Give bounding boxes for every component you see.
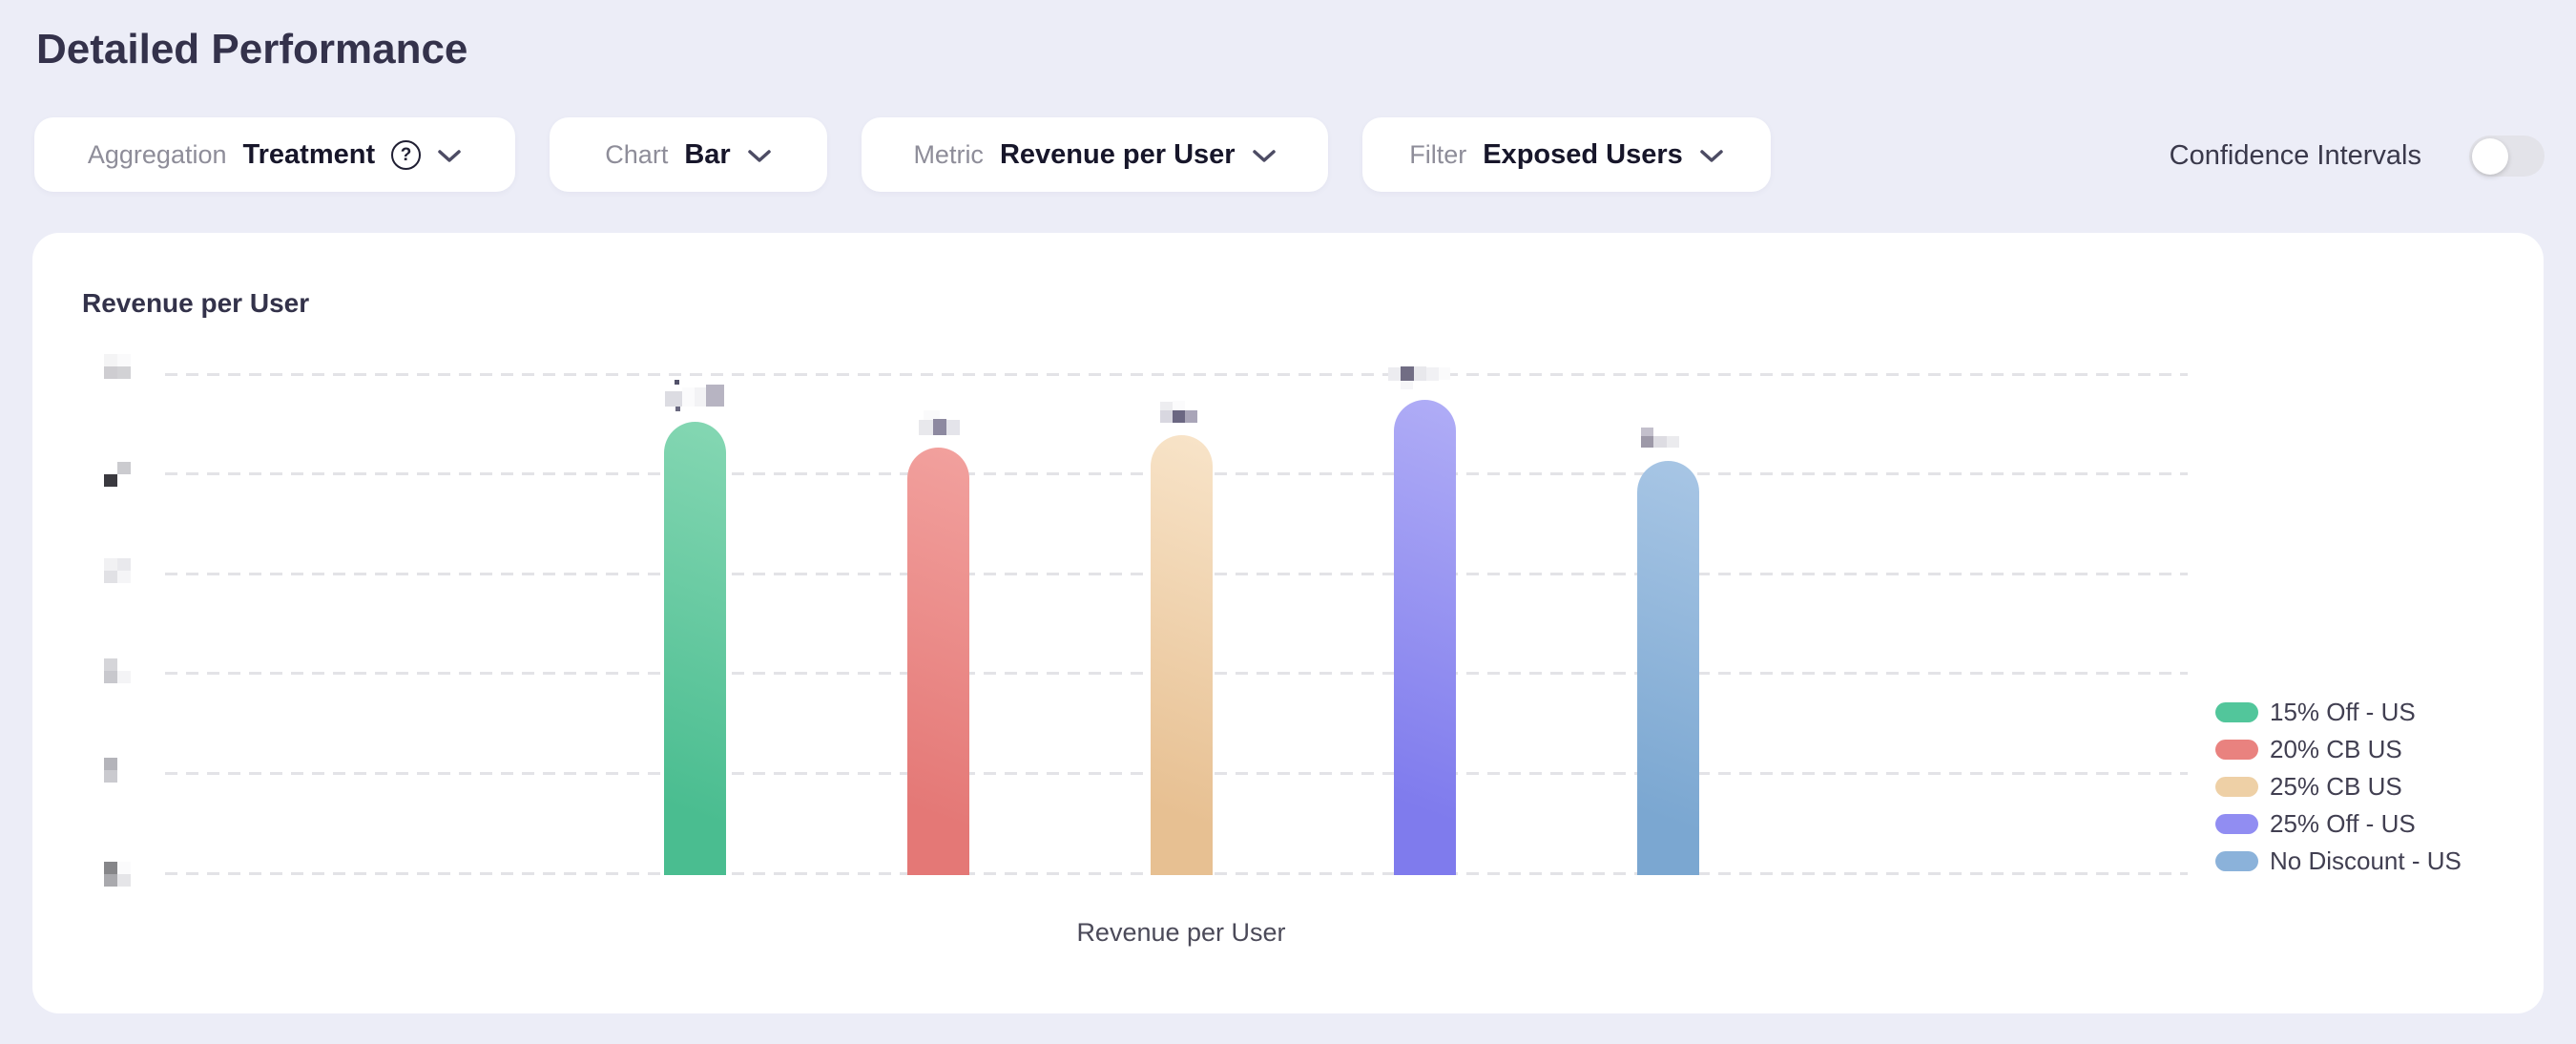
y-tick-label-redacted xyxy=(117,571,131,584)
y-tick-label-redacted xyxy=(117,862,131,874)
legend-label: No Discount - US xyxy=(2270,846,2462,875)
y-tick-label-redacted xyxy=(104,658,117,671)
bar-value-label-redacted xyxy=(706,385,724,407)
y-tick-label-redacted xyxy=(117,366,131,379)
legend-item[interactable]: 20% CB US xyxy=(2215,735,2462,763)
legend-item[interactable]: 15% Off - US xyxy=(2215,698,2462,726)
aggregation-value: Treatment xyxy=(242,138,376,170)
legend-label: 20% CB US xyxy=(2270,734,2402,763)
y-tick-label-redacted xyxy=(104,366,117,379)
y-tick-label-redacted xyxy=(117,558,131,572)
legend-item[interactable]: No Discount - US xyxy=(2215,846,2462,875)
toggle-knob xyxy=(2472,137,2508,175)
metric-value: Revenue per User xyxy=(999,138,1236,170)
bar-value-label-redacted xyxy=(1641,428,1653,436)
y-tick-label-redacted xyxy=(104,862,117,874)
y-tick-label-redacted xyxy=(104,473,117,487)
bar-value-label-redacted xyxy=(1160,410,1173,423)
legend-label: 25% CB US xyxy=(2270,771,2402,801)
help-icon[interactable]: ? xyxy=(391,139,422,170)
bar-value-label-redacted xyxy=(933,419,946,435)
y-tick-label-redacted xyxy=(117,354,131,366)
y-tick-label-redacted xyxy=(104,558,117,572)
chevron-down-icon xyxy=(1700,149,1723,162)
bar-value-label-redacted xyxy=(1439,367,1450,380)
bar-value-label-redacted xyxy=(1185,410,1197,423)
chart-title: Revenue per User xyxy=(82,288,310,318)
bar-value-label-redacted xyxy=(1401,381,1413,389)
chevron-down-icon xyxy=(438,149,461,162)
legend-swatch xyxy=(2215,701,2258,722)
legend-label: 15% Off - US xyxy=(2270,697,2416,726)
metric-dropdown[interactable]: Metric Revenue per User xyxy=(862,117,1328,192)
bar-value-label-redacted xyxy=(1173,410,1185,423)
legend-swatch xyxy=(2215,776,2258,797)
x-axis-label: Revenue per User xyxy=(1076,918,1286,947)
confidence-intervals-control: Confidence Intervals xyxy=(2170,136,2545,177)
y-tick-label-redacted xyxy=(117,461,131,474)
y-tick-label-redacted xyxy=(104,874,117,887)
chart-type-label: Chart xyxy=(605,139,669,169)
bar-value-label-redacted xyxy=(919,420,933,435)
filter-label: Filter xyxy=(1409,139,1467,169)
chart-type-dropdown[interactable]: Chart Bar xyxy=(550,117,827,192)
controls-row: Aggregation Treatment ? Chart Bar Metric… xyxy=(34,117,1771,192)
bar-value-label-redacted xyxy=(675,380,679,385)
aggregation-dropdown[interactable]: Aggregation Treatment ? xyxy=(34,117,515,192)
chart-legend: 15% Off - US 20% CB US 25% CB US 25% Off… xyxy=(2215,698,2462,875)
y-tick-label-redacted xyxy=(104,758,117,771)
confidence-intervals-toggle[interactable] xyxy=(2469,136,2545,177)
bar-25-cb-us[interactable] xyxy=(1150,434,1213,875)
bar-value-label-redacted xyxy=(946,420,960,435)
bar-value-label-redacted xyxy=(924,410,940,420)
bar-20-cb-us[interactable] xyxy=(906,447,969,875)
legend-swatch xyxy=(2215,850,2258,871)
chart-card: Revenue per User Revenue per User 15% Of… xyxy=(32,233,2544,1013)
bar-15-off-us[interactable] xyxy=(663,422,726,875)
chevron-down-icon xyxy=(747,149,771,162)
bar-value-label-redacted xyxy=(1426,367,1439,381)
chart-type-value: Bar xyxy=(684,138,731,170)
bar-value-label-redacted xyxy=(1667,436,1679,448)
y-tick-label-redacted xyxy=(117,874,131,887)
bar-value-label-redacted xyxy=(1173,401,1185,410)
bar-value-label-redacted xyxy=(1388,367,1401,381)
bar-value-label-redacted xyxy=(695,387,706,407)
bar-value-label-redacted xyxy=(682,387,695,407)
bar-value-label-redacted xyxy=(1401,366,1414,381)
filter-value: Exposed Users xyxy=(1483,138,1683,170)
y-tick-label-redacted xyxy=(117,670,131,683)
bar-value-label-redacted xyxy=(1160,402,1173,410)
bar-no-discount-us[interactable] xyxy=(1636,461,1699,875)
legend-item[interactable]: 25% Off - US xyxy=(2215,809,2462,838)
legend-swatch xyxy=(2215,739,2258,760)
y-tick-label-redacted xyxy=(104,670,117,683)
confidence-intervals-label: Confidence Intervals xyxy=(2169,140,2421,171)
bar-25-off-us[interactable] xyxy=(1393,400,1456,875)
legend-swatch xyxy=(2215,813,2258,834)
y-tick-label-redacted xyxy=(104,770,117,783)
chevron-down-icon xyxy=(1252,149,1276,162)
bar-value-label-redacted xyxy=(1653,436,1667,448)
bar-value-label-redacted xyxy=(665,391,682,407)
bar-value-label-redacted xyxy=(1414,366,1426,381)
bar-value-label-redacted xyxy=(1641,436,1653,448)
gridline xyxy=(165,372,2188,376)
aggregation-label: Aggregation xyxy=(87,139,227,169)
metric-label: Metric xyxy=(913,139,984,169)
legend-label: 25% Off - US xyxy=(2270,808,2416,838)
page-title: Detailed Performance xyxy=(36,26,468,73)
legend-item[interactable]: 25% CB US xyxy=(2215,772,2462,801)
y-tick-label-redacted xyxy=(104,571,117,584)
y-tick-label-redacted xyxy=(104,354,117,366)
filter-dropdown[interactable]: Filter Exposed Users xyxy=(1362,117,1771,192)
bar-chart-plot xyxy=(32,233,2544,1013)
bar-value-label-redacted xyxy=(675,407,680,411)
